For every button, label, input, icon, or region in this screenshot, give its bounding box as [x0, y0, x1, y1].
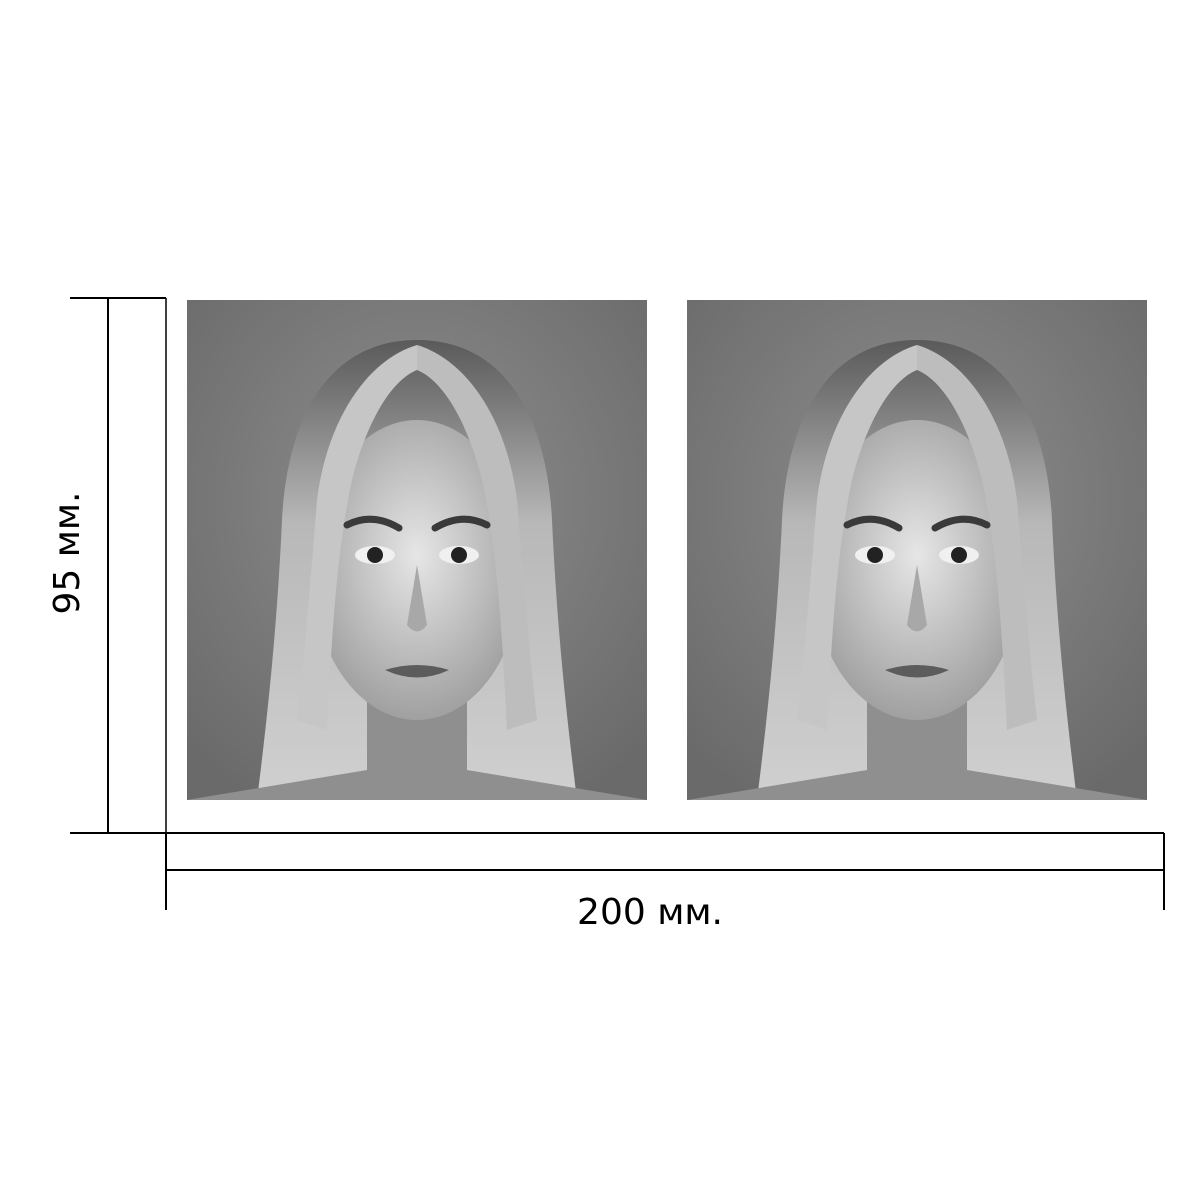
portrait-image — [687, 300, 1147, 800]
photo-right — [687, 300, 1147, 800]
width-label: 200 мм. — [577, 892, 723, 933]
height-label: 95 мм. — [47, 491, 88, 615]
portrait-image — [187, 300, 647, 800]
photo-left — [187, 300, 647, 800]
